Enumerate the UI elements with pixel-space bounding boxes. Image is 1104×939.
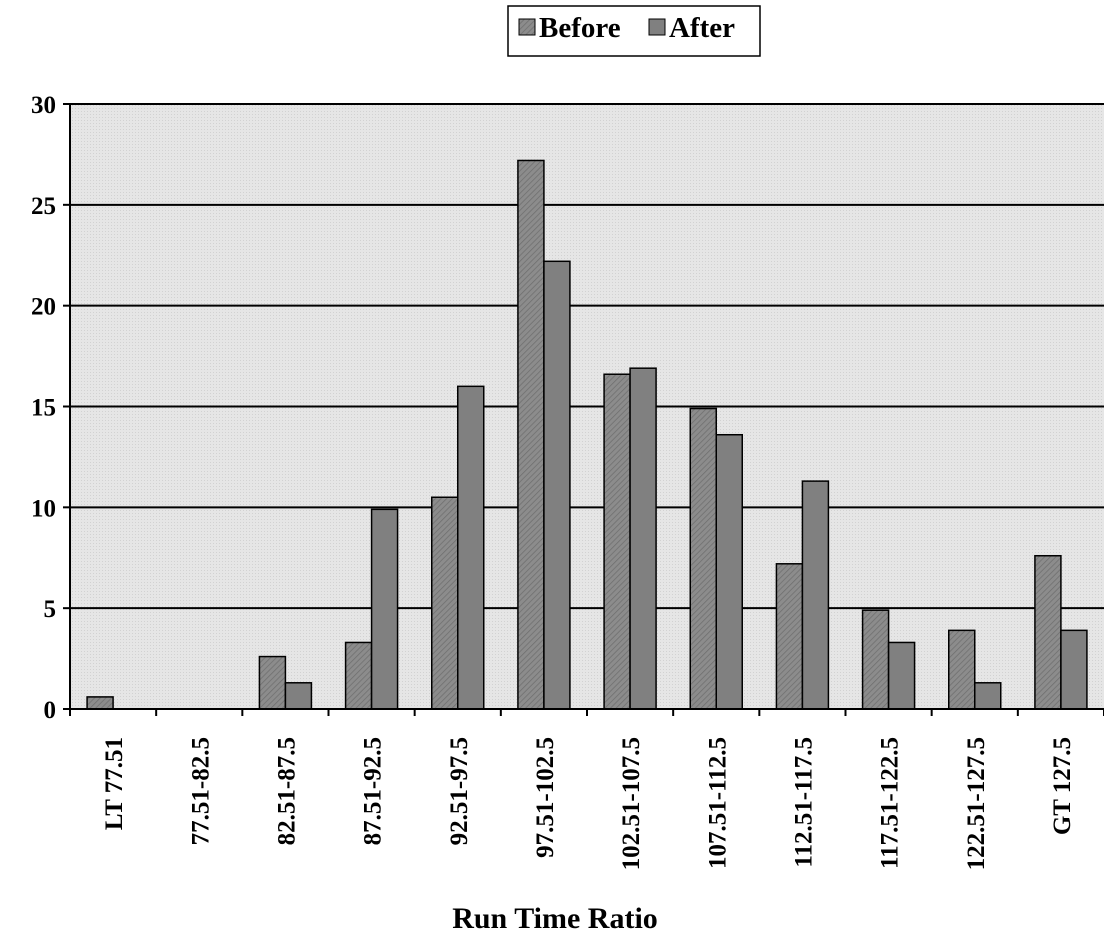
x-tick-label-7: 107.51-112.5 [704,737,731,869]
y-tick-label-6: 30 [31,92,56,119]
x-tick-label-11: GT 127.5 [1049,737,1076,835]
bar-after-7 [715,433,743,710]
axes [63,103,1104,716]
legend-label-before: Before [539,12,621,44]
bar-after-4 [457,385,485,710]
bar-after-2 [284,682,313,710]
x-tick-label-10: 122.51-127.5 [963,737,990,870]
bar-after-9 [887,641,916,710]
legend-label-after: After [669,12,735,44]
bar-before-11 [1034,554,1062,710]
x-tick-label-4: 92.51-97.5 [446,737,473,845]
x-tick-label-5: 97.51-102.5 [532,737,559,858]
bar-before-9 [861,609,890,710]
y-tick-label-2: 10 [31,495,56,522]
legend-swatch-before [518,18,536,36]
bar-after-3 [370,508,399,710]
x-tick-label-0: LT 77.51 [101,737,128,830]
x-tick-label-1: 77.51-82.5 [187,737,214,845]
bar-after-8 [801,480,830,710]
legend-swatch-after [648,18,666,36]
bar-before-3 [344,641,373,710]
x-tick-label-6: 102.51-107.5 [618,737,645,870]
bar-before-0 [86,696,114,710]
x-axis-title: Run Time Ratio [452,902,658,935]
bars [86,159,1088,710]
y-tick-label-4: 20 [31,294,56,321]
bar-before-5 [517,159,545,710]
legend: Before After [507,5,761,57]
x-tick-label-8: 112.51-117.5 [790,737,817,868]
y-tick-label-0: 0 [44,697,57,724]
gridlines [70,103,1104,610]
bar-after-5 [543,260,571,710]
y-tick-label-5: 25 [31,193,56,220]
y-tick-label-3: 15 [31,395,56,422]
legend-box [507,5,761,57]
x-tick-label-2: 82.51-87.5 [273,737,300,845]
bar-before-2 [258,655,287,710]
bar-before-4 [431,496,459,710]
x-tick-label-3: 87.51-92.5 [360,737,387,845]
bar-after-6 [629,367,657,710]
y-tick-label-1: 5 [44,596,57,623]
bar-before-7 [689,407,717,710]
x-tick-labels: LT 77.51 77.51-82.5 82.51-87.5 87.51-92.5 92… [101,737,1076,870]
x-tick-label-9: 117.51-122.5 [877,737,904,869]
y-tick-labels: 0 5 10 15 20 25 30 [31,92,56,724]
bar-before-10 [948,629,976,710]
bar-before-8 [775,563,804,710]
bar-after-10 [974,682,1002,710]
bar-after-11 [1060,629,1088,710]
bar-before-6 [603,373,631,710]
